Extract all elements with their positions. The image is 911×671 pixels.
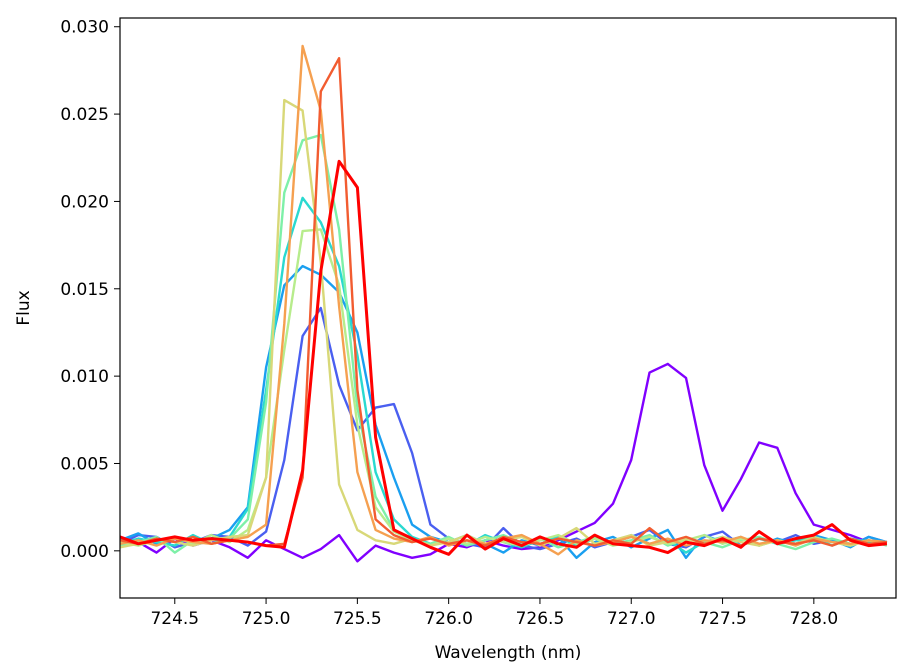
x-tick-label: 726.5: [516, 609, 565, 629]
y-axis-label: Flux: [14, 290, 34, 325]
series-line-10: [120, 159, 888, 556]
series-line-1: [120, 362, 888, 563]
series-line-3: [120, 264, 888, 559]
y-tick-label: 0.015: [60, 280, 109, 300]
series-line-7: [120, 98, 888, 549]
x-tick-label: 724.5: [150, 609, 199, 629]
series-line-2: [120, 306, 888, 551]
y-tick-label: 0.010: [60, 367, 109, 387]
x-tick-label: 727.0: [607, 609, 656, 629]
y-tick-label: 0.000: [60, 542, 109, 562]
x-tick-label: 728.0: [789, 609, 838, 629]
x-tick-label: 725.5: [333, 609, 382, 629]
y-tick-label: 0.030: [60, 18, 109, 38]
x-tick-label: 725.0: [242, 609, 291, 629]
y-tick-label: 0.020: [60, 192, 109, 212]
y-tick-label: 0.005: [60, 454, 109, 474]
x-tick-label: 727.5: [698, 609, 747, 629]
series-line-6: [120, 228, 888, 547]
series-line-4: [120, 196, 888, 554]
x-axis-label: Wavelength (nm): [435, 643, 582, 663]
series-layer: [120, 44, 888, 563]
y-axis: 0.000 0.005 0.010 0.015 0.020 0.025 0.030: [60, 18, 120, 562]
series-line-8: [120, 44, 888, 556]
series-line-5: [120, 133, 888, 554]
series-line-9: [120, 57, 888, 547]
plot-frame: [119, 17, 897, 599]
y-tick-label: 0.025: [60, 105, 109, 125]
x-axis: 724.5 725.0 725.5 726.0 726.5 727.0 727.5 728.0: [150, 598, 838, 629]
x-tick-label: 726.0: [424, 609, 473, 629]
